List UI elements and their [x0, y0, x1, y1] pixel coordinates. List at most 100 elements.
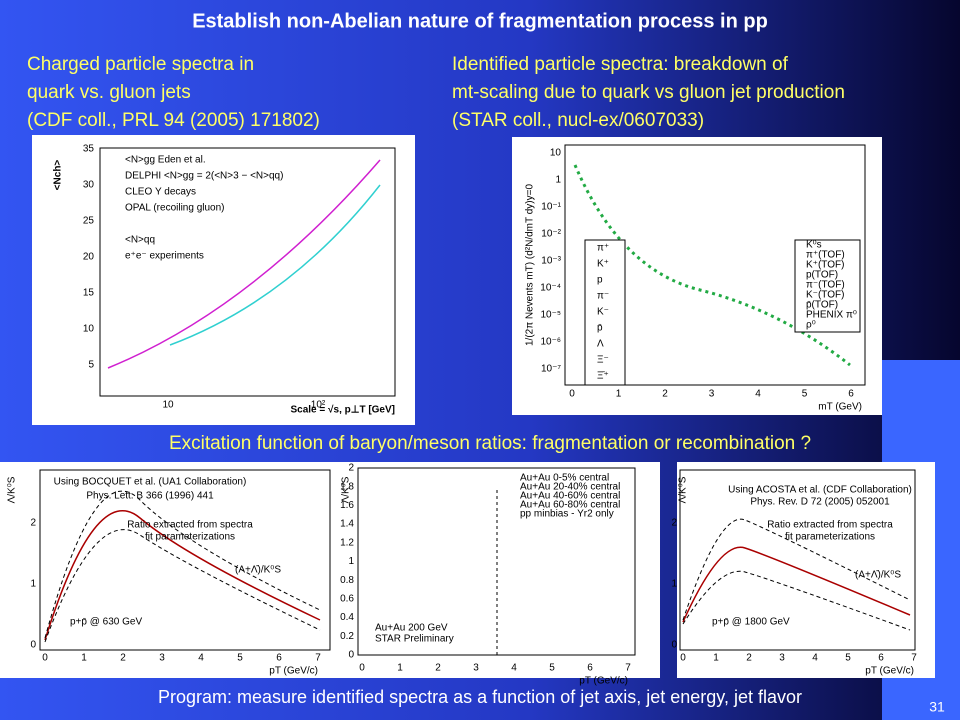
- legend-entry: e⁺e⁻ experiments: [125, 251, 204, 262]
- y-axis-label: Λ/K⁰S: [7, 476, 18, 503]
- x-tick-label: 4: [755, 389, 761, 400]
- legend-entry: K⁻(TOF): [806, 290, 844, 301]
- legend-entry: π⁻: [597, 291, 609, 302]
- y-tick-label: 30: [83, 180, 95, 191]
- x-tick-label: 5: [845, 653, 851, 664]
- legend-entry: Au+Au 40-60% central: [520, 491, 620, 502]
- x-tick-label: 10: [162, 400, 174, 411]
- legend-entry: Λ: [597, 339, 604, 350]
- legend-entry: CLEO Υ decays: [125, 187, 196, 198]
- x-tick-label: 5: [549, 663, 555, 674]
- y-tick-label: 10⁻⁵: [540, 310, 561, 321]
- legend-entry: Au+Au 60-80% central: [520, 500, 620, 511]
- legend-entry: OPAL (recoiling gluon): [125, 203, 225, 214]
- legend-entry: p̄(TOF): [806, 300, 838, 311]
- plot-frame: [564, 144, 866, 386]
- caption-line: (CDF coll., PRL 94 (2005) 171802): [27, 110, 320, 131]
- y-tick-label: 1.6: [340, 500, 354, 511]
- x-tick-label: 2: [435, 663, 441, 674]
- curve: [682, 518, 911, 621]
- legend-entry: Ξ⁻: [597, 355, 609, 366]
- plot-frame: [99, 147, 396, 397]
- annotation: fit parameterizations: [145, 532, 235, 543]
- curve: [44, 490, 321, 639]
- y-tick-label: 20: [83, 252, 95, 263]
- page-number: 31: [929, 699, 945, 715]
- x-tick-label: 1: [81, 653, 87, 664]
- figure-art: [39, 144, 916, 656]
- y-tick-label: 10⁻³: [541, 256, 561, 267]
- legend-box: [584, 239, 626, 386]
- curve: [107, 159, 381, 369]
- x-tick-label: 6: [587, 663, 593, 674]
- caption-line: mt-scaling due to quark vs gluon jet pro…: [452, 82, 845, 103]
- x-axis-label: pT (GeV/c): [865, 666, 914, 677]
- x-tick-label: 0: [569, 389, 575, 400]
- y-tick-label: 1: [30, 579, 36, 590]
- points-band: [573, 164, 851, 367]
- y-tick-label: 5: [88, 360, 94, 371]
- x-tick-label: 3: [473, 663, 479, 674]
- annotation: Au+Au 200 GeV: [375, 623, 448, 634]
- y-tick-label: 1.8: [340, 481, 354, 492]
- caption-line: Charged particle spectra in: [27, 54, 254, 75]
- x-tick-label: 6: [276, 653, 282, 664]
- y-tick-label: 2: [348, 463, 354, 474]
- legend-entry: PHENIX π⁰: [806, 310, 857, 321]
- legend-entry: ρ⁰: [806, 320, 816, 331]
- legend-entry: π⁻(TOF): [806, 280, 845, 291]
- x-tick-label: 3: [159, 653, 165, 664]
- legend-entry: <N>qq: [125, 235, 155, 246]
- caption-line: (STAR coll., nucl-ex/0607033): [452, 110, 704, 131]
- x-tick-label: 4: [812, 653, 818, 664]
- legend-entry: π⁺(TOF): [806, 250, 845, 261]
- slide-title: Establish non-Abelian nature of fragment…: [192, 10, 768, 32]
- legend-entry: Au+Au 0-5% central: [520, 473, 609, 484]
- legend-entry: Au+Au 20-40% central: [520, 482, 620, 493]
- x-tick-label: 2: [662, 389, 668, 400]
- x-tick-label: 0: [680, 653, 686, 664]
- y-tick-label: 0: [348, 650, 354, 661]
- plot-frame: [679, 469, 916, 651]
- y-tick-label: 2: [671, 518, 677, 529]
- x-tick-label: 3: [709, 389, 715, 400]
- annotation: p+p̄ @ 1800 GeV: [712, 617, 790, 628]
- y-tick-label: 10: [83, 324, 95, 335]
- plot-frame: [39, 469, 331, 651]
- x-tick-label: 4: [198, 653, 204, 664]
- caption-line: Identified particle spectra: breakdown o…: [452, 54, 789, 75]
- legend-entry: K⁺(TOF): [806, 260, 844, 271]
- legend-box: [794, 239, 861, 333]
- y-axis-label: Λ/K⁰S: [341, 476, 352, 503]
- x-tick-label: 2: [746, 653, 752, 664]
- y-tick-label: 10⁻⁷: [541, 364, 561, 375]
- curve: [44, 529, 321, 643]
- x-axis-label: pT (GeV/c): [579, 676, 628, 687]
- annotation: Ratio extracted from spectra: [767, 520, 893, 531]
- legend-entry: pp minbias - Yr2 only: [520, 509, 614, 520]
- curve: [682, 570, 911, 631]
- legend-entry: p̄: [597, 323, 603, 334]
- x-tick-label: 6: [878, 653, 884, 664]
- legend-entry: p(TOF): [806, 270, 838, 281]
- legend-entry: K⁰s: [806, 240, 822, 251]
- figure-panel: [0, 462, 340, 678]
- y-axis-label: 1/(2π Nevents mT) (d²N/dmT dy)y=0: [525, 184, 536, 346]
- x-tick-label: 2: [120, 653, 126, 664]
- legend-entry: <N>gg Eden et al.: [125, 155, 206, 166]
- section-caption: Excitation function of baryon/meson rati…: [169, 433, 811, 454]
- y-tick-label: 0: [671, 640, 677, 651]
- annotation: (Λ+Λ̄)/K⁰S: [235, 565, 281, 576]
- x-tick-label: 7: [315, 653, 321, 664]
- x-tick-label: 6: [848, 389, 854, 400]
- x-axis-label: mT (GeV): [818, 402, 862, 413]
- curve: [169, 184, 381, 346]
- y-tick-label: 0.4: [340, 612, 354, 623]
- x-tick-label: 1: [713, 653, 719, 664]
- annotation: Phys. Lett. B 366 (1996) 441: [86, 491, 214, 502]
- y-tick-label: 2: [30, 518, 36, 529]
- legend-entry: π⁺: [597, 243, 609, 254]
- annotation: (Λ+Λ̄)/K⁰S: [855, 570, 901, 581]
- figure-panel: [32, 135, 415, 425]
